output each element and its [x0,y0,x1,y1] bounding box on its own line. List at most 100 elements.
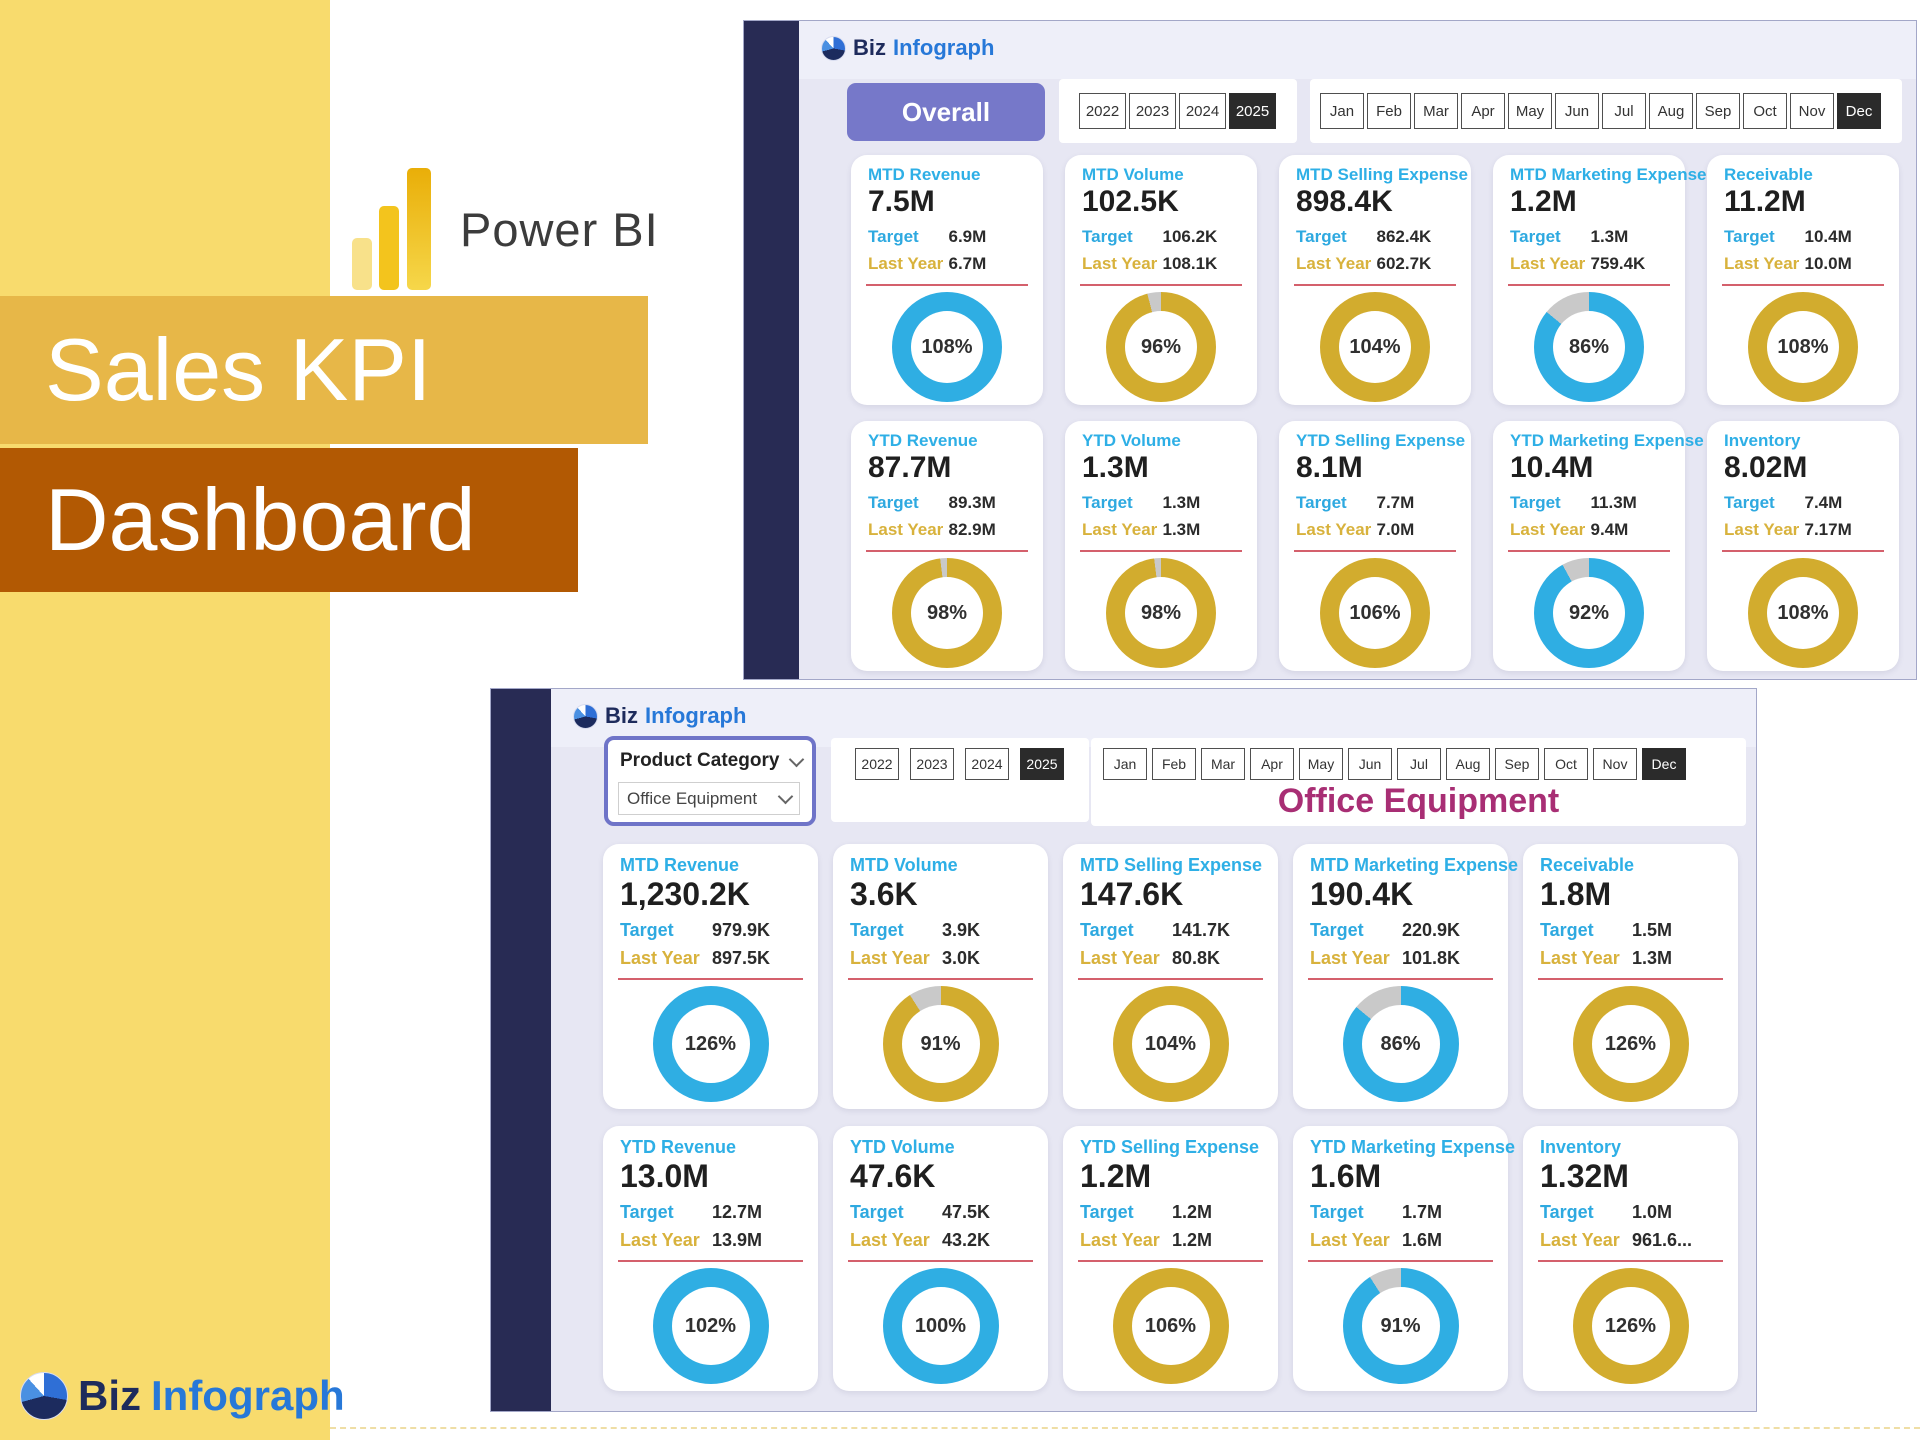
month-button-aug[interactable]: Aug [1649,93,1693,129]
target-value: 220.9K [1402,920,1461,940]
kpi-title: YTD Volume [850,1137,955,1157]
month-button-jan[interactable]: Jan [1103,748,1147,780]
year-button-2024[interactable]: 2024 [965,748,1009,780]
target-value: 862.4K [1376,227,1432,246]
kpi-target-row: Target 220.9K [1310,920,1494,941]
kpi-target-row: Target 1.3M [1082,493,1243,513]
gauge-donut-chart: 91% [1342,1268,1459,1384]
month-button-mar[interactable]: Mar [1414,93,1458,129]
month-button-dec[interactable]: Dec [1642,748,1686,780]
kpi-card: MTD Volume 102.5K Target 106.2K Last Yea… [1065,155,1257,405]
month-button-nov[interactable]: Nov [1790,93,1834,129]
last-year-label: Last Year [1080,948,1160,968]
kpi-card: Receivable 11.2M Target 10.4M Last Year … [1707,155,1899,405]
year-button-2022[interactable]: 2022 [1079,93,1126,129]
target-value: 106.2K [1162,227,1218,246]
last-year-label: Last Year [1310,1230,1390,1250]
year-button-2022[interactable]: 2022 [855,748,899,780]
kpi-value: 8.02M [1724,451,1808,484]
target-label: Target [1310,1202,1364,1222]
last-year-label: Last Year [868,520,944,539]
month-button-oct[interactable]: Oct [1544,748,1588,780]
target-label: Target [620,920,674,940]
report-page-title: Office Equipment [1277,782,1560,820]
kpi-lastyear-row: Last Year 897.5K [620,948,804,969]
target-label: Target [868,493,919,512]
kpi-target-row: Target 3.9K [850,920,1034,941]
month-button-jan[interactable]: Jan [1320,93,1364,129]
infograph-logo-text: Infograph [645,703,747,728]
target-value: 1.7M [1402,1202,1443,1222]
category-value-label: Office Equipment [627,788,758,808]
gauge-donut-chart: 100% [882,1268,999,1384]
year-button-2025[interactable]: 2025 [1020,748,1064,780]
chevron-down-icon [777,788,794,805]
kpi-card: Inventory 1.32M Target 1.0M Last Year 96… [1523,1126,1738,1391]
target-label: Target [1510,227,1561,246]
kpi-lastyear-row: Last Year 13.9M [620,1230,804,1251]
month-button-mar[interactable]: Mar [1201,748,1245,780]
kpi-card: YTD Selling Expense 1.2M Target 1.2M Las… [1063,1126,1278,1391]
kpi-target-row: Target 10.4M [1724,227,1885,247]
last-year-value: 10.0M [1804,254,1852,273]
dashboard-overall: Biz Infograph Overall 2022 2023 2024 2025 J… [743,20,1917,680]
month-button-sep[interactable]: Sep [1696,93,1740,129]
kpi-target-row: Target 12.7M [620,1202,804,1223]
kpi-target-row: Target 106.2K [1082,227,1243,247]
gauge-donut-chart: 91% [882,986,999,1102]
last-year-value: 759.4K [1590,254,1646,273]
kpi-target-row: Target 1.0M [1540,1202,1724,1223]
month-button-jun[interactable]: Jun [1555,93,1599,129]
year-button-2023[interactable]: 2023 [910,748,954,780]
month-button-feb[interactable]: Feb [1367,93,1411,129]
last-year-label: Last Year [1080,1230,1160,1250]
target-label: Target [1310,920,1364,940]
kpi-lastyear-row: Last Year 3.0K [850,948,1034,969]
sidebar-strip [744,21,799,679]
month-button-jun[interactable]: Jun [1348,748,1392,780]
target-label: Target [1724,493,1775,512]
last-year-label: Last Year [1310,948,1390,968]
last-year-value: 7.0M [1376,520,1415,539]
biz-logo-text: Biz [605,703,638,728]
kpi-card: YTD Revenue 13.0M Target 12.7M Last Year… [603,1126,818,1391]
product-category-dropdown[interactable]: Product Category [620,750,805,772]
month-button-apr[interactable]: Apr [1250,748,1294,780]
overall-scope-button[interactable]: Overall [847,83,1045,141]
biz-infograph-logo: Biz Infograph [573,703,746,729]
gauge-donut-chart: 126% [1572,986,1689,1102]
divider [1538,1260,1723,1262]
month-button-oct[interactable]: Oct [1743,93,1787,129]
month-button-jul[interactable]: Jul [1602,93,1646,129]
gauge-percent-label: 126% [1604,1032,1657,1055]
kpi-card: Inventory 8.02M Target 7.4M Last Year 7.… [1707,421,1899,671]
year-button-2025[interactable]: 2025 [1229,93,1276,129]
kpi-value: 190.4K [1310,876,1414,912]
last-year-label: Last Year [1296,520,1372,539]
month-button-jul[interactable]: Jul [1397,748,1441,780]
product-category-label: Product Category [620,750,780,771]
kpi-card: MTD Marketing Expense 1.2M Target 1.3M L… [1493,155,1707,405]
divider [1722,550,1884,552]
last-year-label: Last Year [1540,948,1620,968]
year-button-2024[interactable]: 2024 [1179,93,1226,129]
category-value-dropdown[interactable]: Office Equipment [618,782,800,815]
month-button-apr[interactable]: Apr [1461,93,1505,129]
gauge-donut-chart: 106% [1320,558,1430,668]
target-label: Target [1082,227,1133,246]
month-button-dec[interactable]: Dec [1837,93,1881,129]
month-button-nov[interactable]: Nov [1593,748,1637,780]
last-year-value: 1.6M [1402,1230,1443,1250]
month-button-sep[interactable]: Sep [1495,748,1539,780]
year-button-2023[interactable]: 2023 [1129,93,1176,129]
kpi-title: Receivable [1724,165,1813,184]
month-button-aug[interactable]: Aug [1446,748,1490,780]
month-button-may[interactable]: May [1299,748,1343,780]
kpi-title: MTD Selling Expense [1080,855,1263,875]
kpi-value: 102.5K [1082,185,1179,218]
sidebar-strip [491,689,551,1411]
month-button-feb[interactable]: Feb [1152,748,1196,780]
month-button-may[interactable]: May [1508,93,1552,129]
kpi-value: 1.3M [1082,451,1149,484]
